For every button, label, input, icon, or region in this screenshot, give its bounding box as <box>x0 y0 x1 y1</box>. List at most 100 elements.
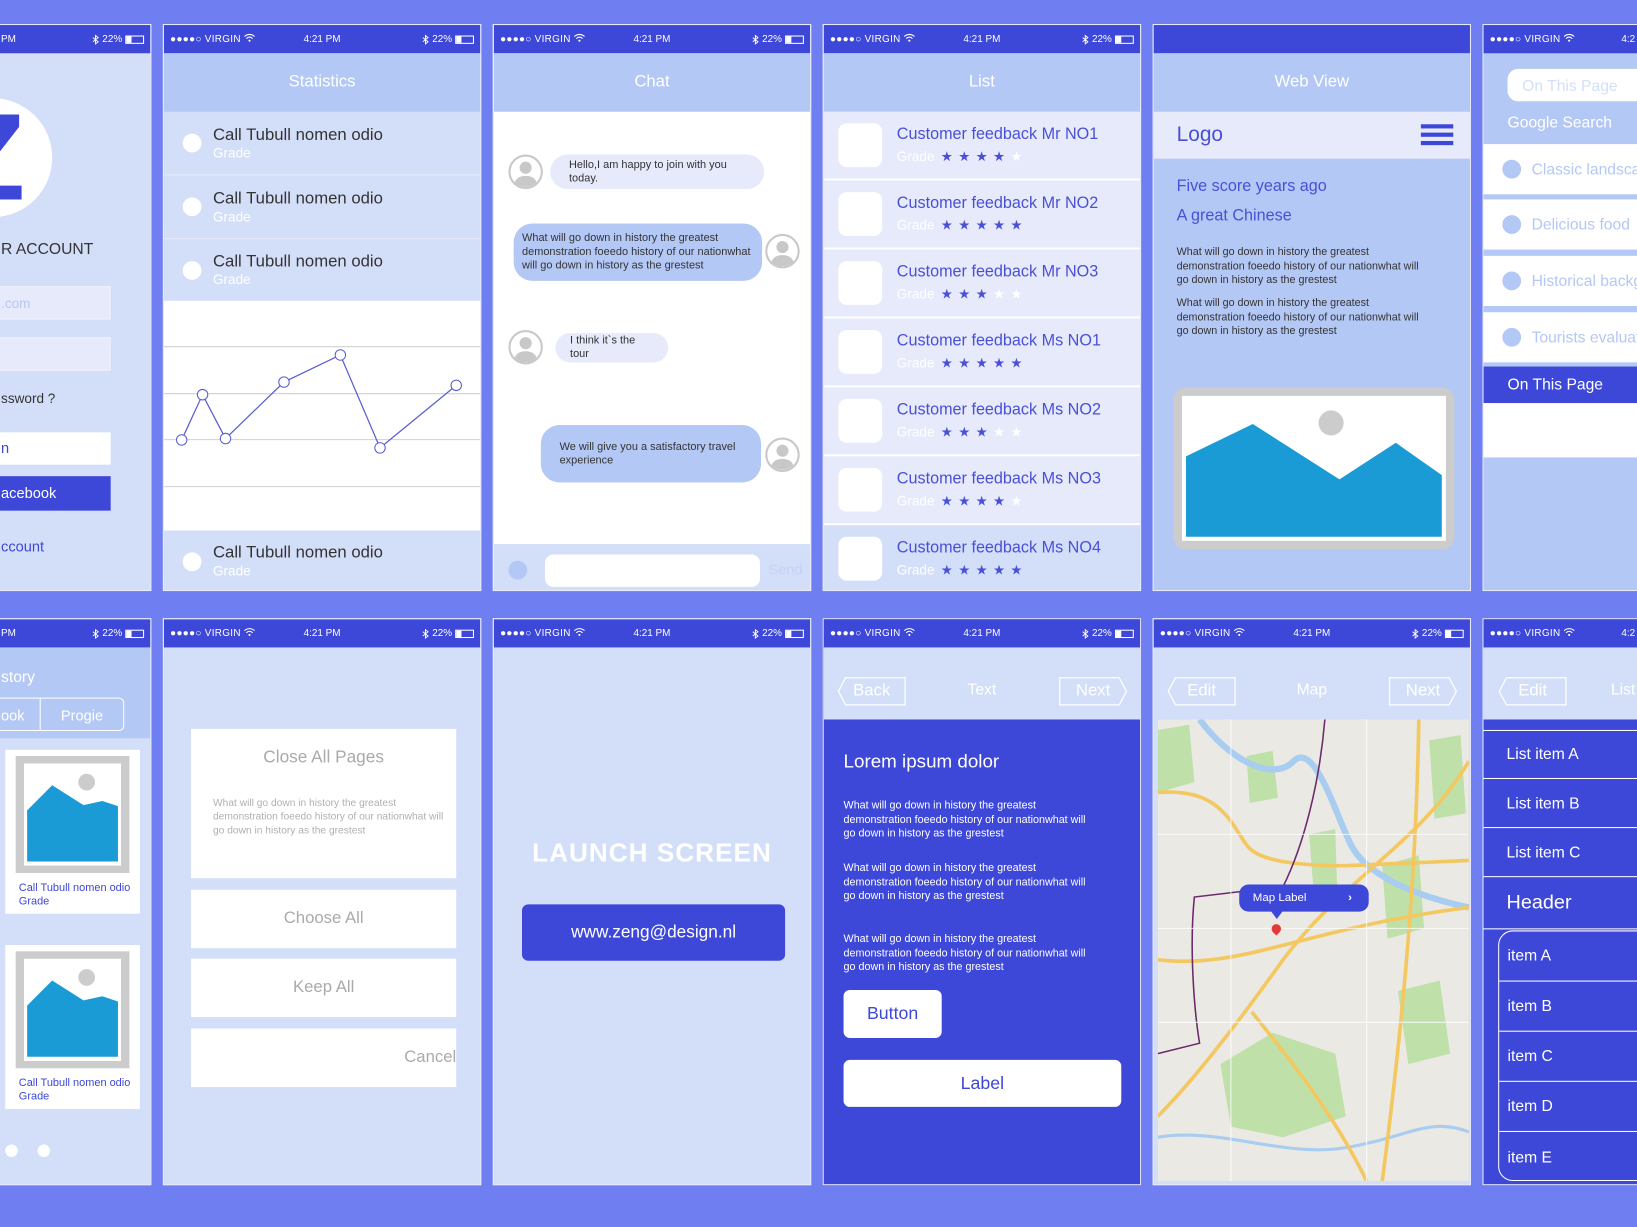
nav-title: Text <box>967 680 997 699</box>
forgot-password-link[interactable]: ssword ? <box>1 390 56 407</box>
star-icon: ★ <box>975 423 993 440</box>
email-field[interactable]: .com <box>0 286 111 320</box>
star-rating: ★★★★★ <box>941 561 1028 577</box>
clock: 4:2 <box>1621 33 1636 45</box>
star-icon: ★ <box>1010 216 1028 233</box>
bullet-icon <box>1502 159 1522 179</box>
email-placeholder: .com <box>1 295 31 312</box>
star-icon: ★ <box>940 492 959 509</box>
radio-icon[interactable] <box>182 133 202 153</box>
thumbnail <box>838 398 883 443</box>
star-icon: ★ <box>975 561 993 577</box>
group-item[interactable]: item C <box>1499 1032 1637 1082</box>
choose-all-button[interactable]: Choose All <box>191 889 457 949</box>
battery-icon <box>455 34 474 44</box>
back-button[interactable]: Back <box>837 677 906 706</box>
feedback-row[interactable]: Customer feedback Ms NO4 Grade ★★★★★ <box>823 525 1141 591</box>
wifi-icon <box>1233 628 1245 636</box>
star-icon: ★ <box>958 147 976 164</box>
star-icon: ★ <box>992 354 1011 371</box>
list-screen: ●●●●○ VIRGIN 4:21 PM 22% List Customer fe… <box>822 24 1142 592</box>
next-button[interactable]: Next <box>1059 677 1128 706</box>
image-placeholder-icon <box>15 756 130 874</box>
cancel-button[interactable]: Cancel <box>191 1028 457 1088</box>
history-card[interactable]: Call Tubull nomen odio Grade <box>5 945 140 1110</box>
bullet-icon <box>1502 327 1522 347</box>
feedback-row[interactable]: Customer feedback Ms NO3 Grade ★★★★★ <box>823 456 1141 526</box>
group-item[interactable]: item E <box>1507 1148 1552 1166</box>
message-input[interactable] <box>544 554 761 587</box>
battery-percent: 22% <box>102 627 123 640</box>
page-dot[interactable] <box>5 1144 18 1158</box>
password-field[interactable] <box>0 337 111 371</box>
login-button[interactable]: n <box>0 432 111 465</box>
status-bar: ●●●●○ VIRGIN 4:21 PM 22% <box>1153 619 1470 648</box>
action-sheet-screen: ●●●●○ VIRGIN 4:21 PM 22% Close All Pages … <box>162 618 482 1186</box>
battery-icon <box>125 629 145 638</box>
keep-all-button[interactable]: Keep All <box>191 958 457 1018</box>
list-item-a[interactable]: List item A <box>1483 731 1637 780</box>
history-header <box>0 647 151 739</box>
status-bar: PM 22% <box>0 25 151 54</box>
feedback-row[interactable]: Customer feedback Mr NO1 Grade ★★★★★ <box>823 111 1141 181</box>
page-dot[interactable] <box>37 1144 51 1158</box>
star-icon: ★ <box>1010 147 1028 164</box>
search-result[interactable]: Classic landsca <box>1483 144 1637 195</box>
battery-percent: 22% <box>432 627 453 640</box>
facebook-button[interactable]: acebook <box>0 476 111 511</box>
webview-screen: Web View Logo Five score years ago A gre… <box>1152 24 1472 592</box>
star-icon: ★ <box>1010 354 1028 371</box>
edit-button[interactable]: Edit <box>1167 677 1236 706</box>
website-button[interactable]: www.zeng@design.nl <box>522 904 786 961</box>
history-card[interactable]: Call Tubull nomen odio Grade <box>5 749 140 914</box>
group-item[interactable]: item B <box>1499 982 1637 1032</box>
feedback-row[interactable]: Customer feedback Ms NO1 Grade ★★★★★ <box>823 318 1141 388</box>
list-item[interactable]: Call Tubull nomen odio Grade <box>163 112 481 176</box>
radio-icon[interactable] <box>182 260 202 280</box>
data-point <box>219 432 232 445</box>
star-rating: ★★★★★ <box>941 355 1028 371</box>
list-item[interactable]: Call Tubull nomen odio Grade <box>164 530 480 590</box>
edit-button[interactable]: Edit <box>1498 677 1567 706</box>
group-item[interactable]: item A <box>1499 931 1637 982</box>
search-result[interactable]: Delicious food <box>1483 199 1637 250</box>
list-item-c[interactable]: List item C <box>1483 828 1637 878</box>
send-button[interactable]: Send <box>768 560 803 578</box>
star-icon: ★ <box>940 147 959 164</box>
card-title: Call Tubull nomen odio <box>18 1076 131 1090</box>
launch-title: LAUNCH SCREEN <box>532 838 772 868</box>
next-button[interactable]: Next <box>1388 677 1458 706</box>
radio-icon[interactable] <box>182 197 202 217</box>
status-bar: ●●●●○ VIRGIN 4:21 PM 22% <box>823 25 1141 54</box>
bluetooth-icon <box>752 34 759 45</box>
tab-progie[interactable]: Progie <box>60 706 104 724</box>
map-view[interactable] <box>1157 719 1469 1182</box>
list-item-b[interactable]: List item B <box>1483 779 1637 829</box>
feedback-row[interactable]: Customer feedback Mr NO3 Grade ★★★★★ <box>823 249 1141 319</box>
create-account-link[interactable]: ccount <box>1 537 45 555</box>
search-result[interactable]: Tourists evaluat <box>1483 312 1637 363</box>
list-item[interactable]: Call Tubull nomen odio Grade <box>163 175 481 240</box>
selected-option[interactable]: On This Page <box>1483 366 1637 404</box>
primary-button[interactable]: Button <box>843 989 942 1038</box>
avatar-icon <box>765 233 800 269</box>
paragraph: What will go down in history the greates… <box>843 799 1086 840</box>
chevron-right-icon: › <box>1348 891 1352 905</box>
map-label-callout[interactable]: Map Label › <box>1239 884 1369 919</box>
paragraph: What will go down in history the greates… <box>843 933 1086 974</box>
emoji-icon[interactable] <box>508 560 528 580</box>
label-button[interactable]: Label <box>843 1059 1122 1107</box>
group-item[interactable]: item D <box>1499 1082 1637 1132</box>
wifi-icon <box>903 33 915 42</box>
feedback-row[interactable]: Customer feedback Mr NO2 Grade ★★★★★ <box>823 180 1141 250</box>
search-result[interactable]: Historical backg <box>1483 255 1637 306</box>
feedback-title: Customer feedback Mr NO2 <box>896 193 1099 212</box>
radio-icon[interactable] <box>182 551 202 571</box>
tab-book[interactable]: ook <box>0 698 41 730</box>
search-input[interactable]: On This Page <box>1507 68 1637 102</box>
feedback-title: Customer feedback Ms NO4 <box>896 538 1101 557</box>
list-item[interactable]: Call Tubull nomen odio Grade <box>164 239 480 301</box>
feedback-row[interactable]: Customer feedback Ms NO2 Grade ★★★★★ <box>823 387 1141 457</box>
clock: 4:21 PM <box>1293 627 1331 640</box>
hamburger-menu-icon[interactable] <box>1420 124 1454 146</box>
